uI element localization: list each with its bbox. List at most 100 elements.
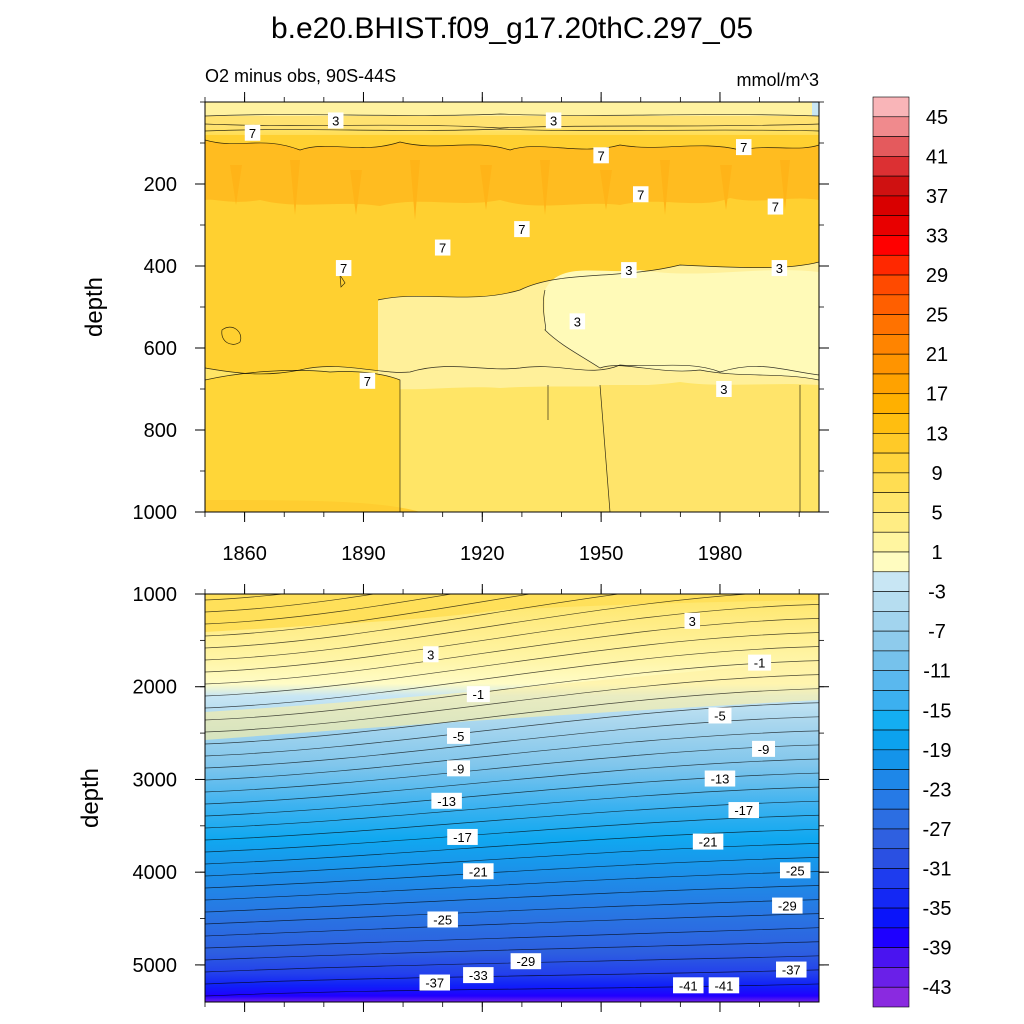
contour-label: -5 [447,727,471,744]
contour-label-text: -25 [786,863,805,878]
contour-label: -21 [692,833,724,850]
contour-label-box [569,313,586,330]
contour-label-box [244,124,261,141]
contour-label-box [423,646,439,663]
contour-label-text: 7 [340,261,347,276]
contour-label-text: -21 [469,864,488,879]
y-tick-label: 1000 [133,502,178,524]
contour-label-text: 3 [776,261,783,276]
contour-label-text: -5 [453,729,465,744]
contour-label-text: 7 [518,222,525,237]
colorbar-label: 45 [926,107,948,129]
contour-line [205,786,819,829]
y-tick-label: 200 [144,174,177,196]
contour-label: -41 [708,977,740,994]
x-tick-label: 1890 [341,543,386,565]
y-tick-label: 4000 [133,862,178,884]
contour-label: -37 [419,974,451,991]
contour-label-box [419,974,451,991]
colorbar-label: 17 [926,384,948,406]
contour-label-box [772,897,803,914]
contour-label: -21 [463,863,494,880]
contour-label-box [748,654,772,671]
x-tick-label: 1950 [579,543,624,565]
contour-label: -37 [776,961,807,978]
contour-label-box [447,760,471,777]
contour-label: 7 [632,186,649,203]
colorbar-swatch [872,808,910,830]
upper-field [205,102,819,512]
x-tick-label: 1980 [698,543,743,565]
colorbar-swatch [872,254,910,276]
contour-label-box [359,372,376,389]
contour-line [205,744,819,793]
contour-label-text: 3 [625,263,632,278]
contour-label-text: -13 [437,794,456,809]
contour-label: 7 [244,124,261,141]
contour-label: 7 [434,239,451,256]
contour-line [205,660,819,721]
colorbar-swatch [872,195,910,216]
contour-label-text: 3 [550,113,557,128]
contour-line [205,674,819,733]
colorbar-label: -15 [923,700,952,722]
contour-label-box [335,260,352,277]
lower-axes: 1000 2000 3000 4000 5000 [133,584,829,1012]
lower-panel: depth 1000 2000 3000 4000 5000 3 3 -1 -1 -5 -5 -9 -… [77,584,829,1012]
contour-label-box [776,961,807,978]
lower-field [205,594,819,1002]
colorbar-swatch [872,393,910,414]
contour-label-box [466,686,490,703]
contour-line [205,913,819,937]
contour-line [205,899,819,925]
colorbar-label: -39 [923,938,952,960]
colorbar-label: 25 [926,305,948,327]
colorbar-swatch [872,274,910,296]
contour-label-text: -9 [453,761,465,776]
contour-label: -9 [752,740,776,757]
contour-line [205,885,819,913]
colorbar-label: -27 [923,819,952,841]
colorbar-swatch [872,749,910,770]
colorbar-swatch [872,947,910,968]
contour-line [205,871,819,901]
colorbar-label: -7 [928,621,946,643]
y-tick-label: 3000 [133,769,178,791]
contour-label-text: -17 [453,830,472,845]
contour-label: 3 [545,112,562,129]
colorbar-swatch [872,512,910,533]
contour-line [205,702,819,757]
colorbar-label: 21 [926,344,948,366]
colorbar-swatch [872,314,910,335]
contour-line [205,594,377,613]
contour-label: -29 [772,897,803,914]
contour-label-box [427,911,458,928]
colorbar-label: -11 [923,661,950,683]
contour-label-box [704,770,736,787]
contour-label: 7 [767,198,784,215]
contour-line [205,955,819,973]
contour-label-text: -17 [734,803,753,818]
contour-label-text: -5 [714,708,726,723]
lower-frame [204,593,820,1003]
contour-label: 7 [359,372,376,389]
contour-label-text: -1 [473,687,485,702]
contour-label: 3 [327,112,344,129]
contour-label: -9 [447,760,471,777]
contour-label: -5 [708,707,732,724]
contour-label-box [510,953,542,970]
contour-label: 7 [514,221,530,238]
colorbar-swatch [872,848,910,869]
colorbar-swatch [872,868,910,889]
colorbar: 45 41 37 33 29 25 21 17 13 9 5 1 -3 -7 -11 -15 -19 -23 -27… [872,96,952,1008]
contour-label-text: -41 [715,978,734,993]
contour-label-text: 3 [720,382,727,397]
contour-label-text: -9 [758,742,770,757]
contour-label-text: -29 [516,954,535,969]
upper-panel: depth 200 400 600 800 1000 1860 1890 1920 1950 19… [81,92,829,565]
contour-label: 3 [716,381,732,397]
colorbar-label: 33 [926,225,948,247]
colorbar-swatch [872,729,910,751]
colorbar-swatch [872,116,910,137]
colorbar-swatch [872,551,910,573]
